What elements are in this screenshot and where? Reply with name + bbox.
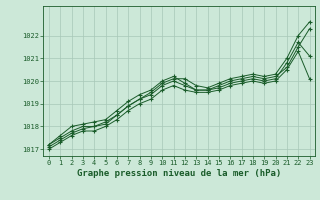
X-axis label: Graphe pression niveau de la mer (hPa): Graphe pression niveau de la mer (hPa) — [77, 169, 281, 178]
